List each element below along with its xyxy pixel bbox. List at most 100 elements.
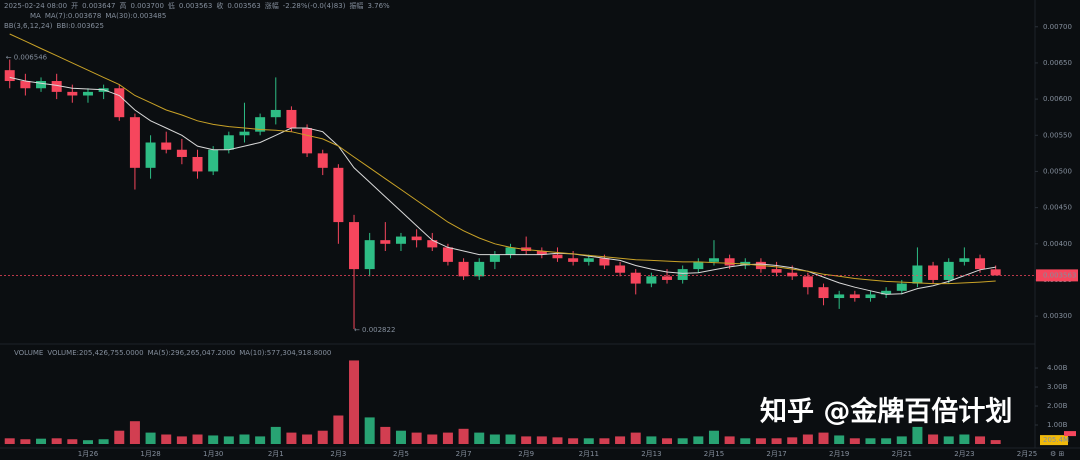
candle-body	[489, 254, 500, 262]
candle-body	[427, 240, 438, 248]
candle-body	[395, 236, 406, 244]
candle-body	[192, 156, 203, 172]
high-annotation: 0.006546	[14, 54, 48, 62]
y2-tick-label: 1.00B	[1047, 421, 1068, 429]
candle-body	[896, 283, 907, 291]
volume-bar	[662, 438, 673, 444]
volume-bar	[395, 430, 406, 444]
volume-bar	[176, 436, 187, 444]
volume-bar	[114, 430, 125, 444]
volume-bar	[458, 428, 469, 444]
volume-bar	[693, 436, 704, 444]
volume-bar	[67, 439, 78, 444]
volume-bar	[192, 434, 203, 444]
volume-bar	[427, 434, 438, 444]
legend-text: VOLUME:205,426,755.0000	[47, 349, 143, 357]
candle-body	[4, 70, 15, 82]
volume-bar	[505, 434, 516, 444]
candle-body	[255, 117, 266, 132]
candle-body	[36, 81, 47, 89]
candle-body	[802, 276, 813, 288]
volume-bar	[82, 440, 93, 444]
candle-body	[865, 294, 876, 299]
legend-text: MA	[30, 12, 41, 20]
volume-bar	[990, 440, 1001, 444]
volume-bar	[521, 436, 532, 444]
volume-bar	[208, 435, 219, 444]
volume-bar	[364, 417, 375, 444]
volume-tag-label: 205.4M	[1043, 436, 1069, 444]
x-tick-label: 2月3	[330, 450, 346, 458]
watermark: 知乎 @金牌百倍计划	[760, 396, 1012, 428]
candle-body	[771, 269, 782, 273]
candle-body	[270, 109, 281, 118]
y-tick-label: 0.00550	[1043, 131, 1072, 139]
volume-bar	[943, 436, 954, 444]
candle-body	[474, 261, 485, 277]
volume-bar	[129, 421, 140, 444]
volume-bar	[36, 438, 47, 444]
candle-body	[834, 294, 845, 299]
legend-text: 振幅	[349, 1, 363, 10]
candle-body	[928, 265, 939, 280]
candle-body	[505, 247, 516, 255]
candle-body	[959, 258, 970, 262]
volume-bar	[677, 438, 688, 444]
x-tick-label: 1月26	[78, 450, 99, 458]
volume-bar	[4, 438, 15, 444]
candle-body	[615, 265, 626, 273]
candle-body	[724, 258, 735, 266]
x-tick-label: 2月13	[641, 450, 661, 458]
candle-body	[176, 149, 187, 157]
candle-body	[286, 109, 297, 129]
legend-text: -2.28%(-0.0(4)83)	[283, 2, 346, 10]
annotation-arrow: ←	[354, 326, 360, 334]
volume-bar	[615, 436, 626, 444]
candle-body	[662, 276, 673, 280]
axis-settings-icon[interactable]: ⚙ ⊞	[1050, 450, 1064, 458]
legend-text: 收	[216, 1, 223, 10]
new-badge	[1064, 431, 1076, 437]
volume-bar	[849, 438, 860, 444]
legend-text: BBI:0.003625	[56, 22, 103, 30]
volume-bar	[302, 434, 313, 444]
candle-body	[990, 269, 1001, 276]
candle-body	[411, 236, 422, 241]
candle-body	[881, 290, 892, 295]
candle-body	[51, 81, 62, 92]
volume-bar	[333, 415, 344, 444]
volume-bar	[145, 432, 156, 444]
y-tick-label: 0.00400	[1043, 240, 1072, 248]
volume-bar	[975, 436, 986, 444]
legend-text: MA(7):0.003678	[45, 12, 102, 20]
legend-text: 高	[120, 1, 127, 10]
volume-bar	[896, 436, 907, 444]
y-tick-label: 0.00650	[1043, 59, 1072, 67]
annotation-arrow: ←	[6, 54, 12, 62]
legend-text: BB(3,6,12,24)	[4, 22, 53, 30]
candle-body	[536, 251, 547, 255]
legend-text: 低	[168, 1, 175, 10]
x-tick-label: 2月21	[892, 450, 912, 458]
y-tick-label: 0.00450	[1043, 204, 1072, 212]
legend-text: 开	[71, 2, 78, 10]
candle-body	[349, 222, 360, 270]
volume-bar	[599, 438, 610, 444]
volume-bar	[881, 438, 892, 444]
y-tick-label: 0.00700	[1043, 23, 1072, 31]
x-tick-label: 2月9	[518, 450, 534, 458]
x-tick-label: 2月5	[393, 450, 409, 458]
y2-tick-label: 4.00B	[1047, 364, 1068, 372]
volume-bar	[928, 434, 939, 444]
volume-bar	[317, 430, 328, 444]
x-tick-label: 2月15	[704, 450, 724, 458]
candle-body	[208, 149, 219, 172]
volume-bar	[474, 432, 485, 444]
volume-tag	[1040, 435, 1068, 446]
legend-text: 0.003563	[179, 2, 212, 10]
y2-tick-label: 3.00B	[1047, 383, 1068, 391]
y2-tick-label: 2.00B	[1047, 402, 1068, 410]
volume-bar	[708, 430, 719, 444]
